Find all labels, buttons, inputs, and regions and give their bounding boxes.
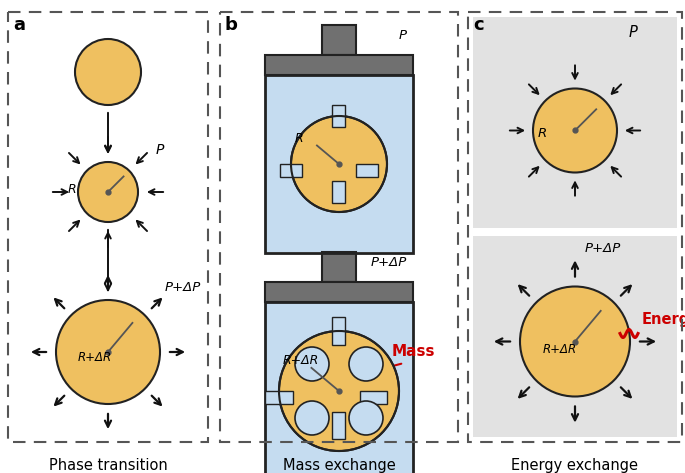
Text: R+ΔR: R+ΔR [283,354,319,367]
Text: P: P [629,25,638,40]
Bar [265,25,413,75]
Bar [265,252,413,302]
Bar [265,302,413,473]
Bar [360,391,388,404]
Text: R+ΔR: R+ΔR [78,350,112,363]
Text: R: R [295,132,303,145]
Bar [322,252,356,282]
Circle shape [533,88,617,173]
Text: Mass exchange: Mass exchange [283,458,395,473]
Text: b: b [225,16,238,34]
Bar [332,181,345,203]
Bar [265,75,413,253]
Circle shape [75,39,141,105]
Bar [280,164,302,177]
Text: P: P [156,143,164,157]
Text: R+ΔR: R+ΔR [543,343,577,356]
Bar [265,55,413,75]
Text: P: P [399,29,407,42]
Bar [322,25,356,55]
Circle shape [520,287,630,396]
Text: c: c [473,16,484,34]
Text: Phase transition: Phase transition [49,458,167,473]
Text: P+ΔP: P+ΔP [371,256,407,269]
Bar [332,105,345,127]
Bar [356,164,378,177]
Circle shape [291,116,387,212]
Text: Energy exchange: Energy exchange [512,458,638,473]
Bar [265,75,413,253]
Text: Energy: Energy [642,312,685,326]
Bar [265,282,413,302]
Bar [473,17,677,228]
Circle shape [279,331,399,451]
Circle shape [349,347,383,381]
Circle shape [349,401,383,435]
Text: Mass: Mass [392,344,436,359]
Bar [265,391,292,404]
Text: P+ΔP: P+ΔP [585,242,621,255]
Bar [332,317,345,345]
Circle shape [78,162,138,222]
Text: R: R [67,183,76,195]
Circle shape [295,347,329,381]
Circle shape [56,300,160,404]
Text: a: a [13,16,25,34]
Bar [332,412,345,439]
Bar [265,302,413,473]
Text: R: R [538,127,547,140]
Circle shape [295,401,329,435]
Text: P+ΔP: P+ΔP [165,280,201,294]
Bar [473,236,677,437]
